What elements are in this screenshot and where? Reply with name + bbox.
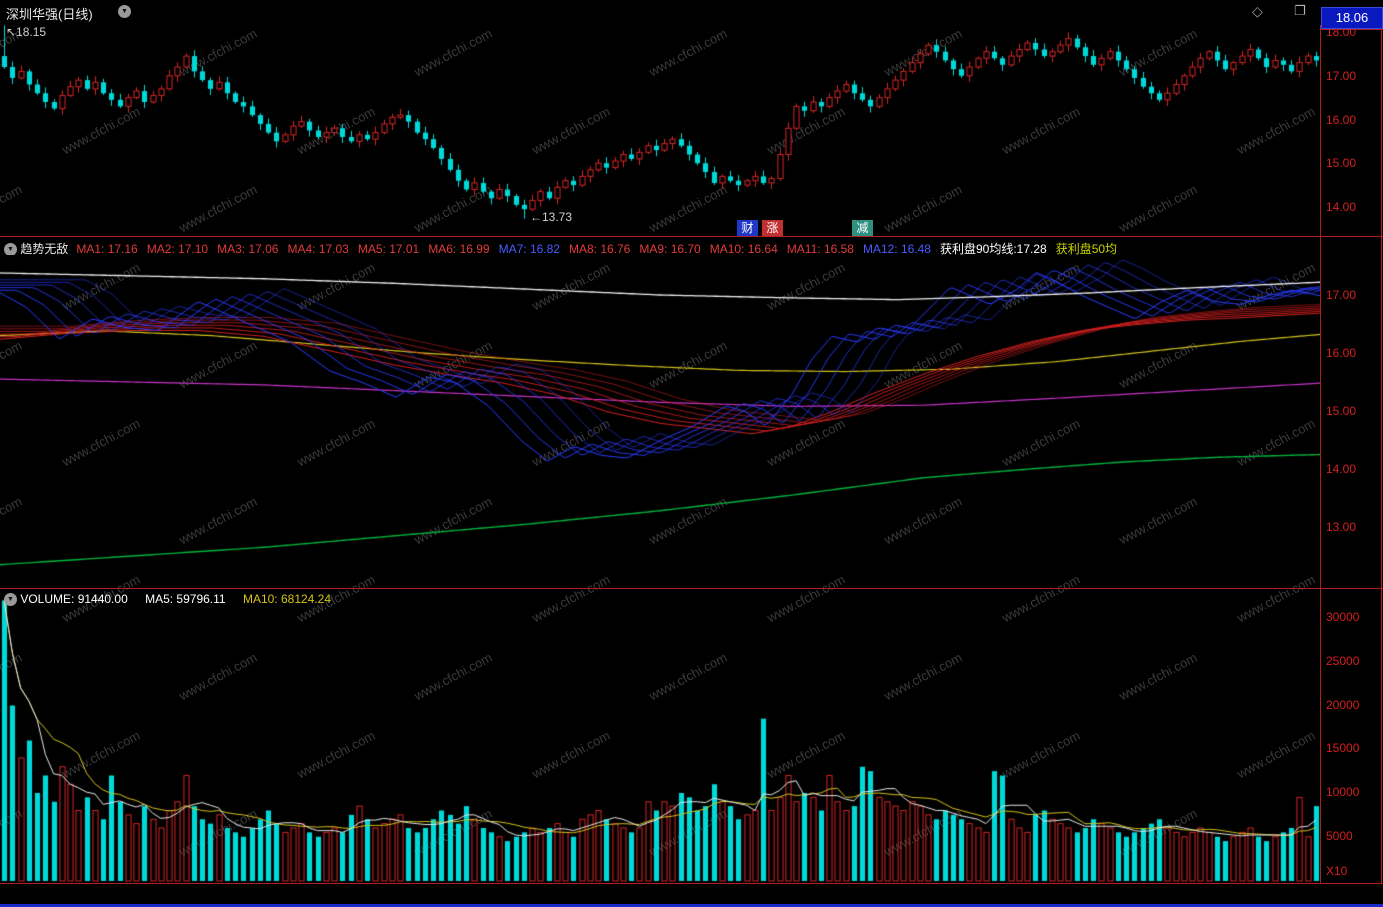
current-price-box: 18.06 [1321,7,1383,29]
quick-button-财[interactable]: 财 [737,220,758,236]
ma-label: MA7: 16.82 [498,242,560,255]
axis-tick-label: 14.00 [1326,462,1357,476]
profit50-label: 获利盘50均 [1055,242,1118,255]
axis-tick-label: 16.00 [1326,112,1357,127]
axis-tick-label: 5000 [1326,828,1353,843]
volume-ma5-label: MA5: 59796.11 [145,592,226,606]
high-annotation: ↖18.15 [6,25,47,39]
panel-divider-mid [0,588,1383,589]
axis-tick-label: 25000 [1326,653,1360,668]
timeline-bar[interactable]: 20 21/07/07/三 日线 891011121 [0,884,1383,904]
axis-tick-label: 15.00 [1326,156,1357,171]
volume-unit-label: X10 [1326,864,1348,878]
title-bar: 深圳华强(日线) ▼ ◇ ❐ [0,0,1383,24]
axis-top-border [1320,29,1383,30]
quick-button-涨[interactable]: 涨 [762,220,783,236]
ma-label: MA6: 16.99 [428,242,490,255]
panel-divider-top [0,236,1383,237]
candlestick-chart-canvas[interactable] [0,25,1320,236]
indicator-header: ▼ 趋势无敌 MA1: 17.16 MA2: 17.10 MA3: 17.06 MA4:… [4,240,1316,255]
axis-left-border [1320,25,1321,883]
ma-label: MA11: 16.58 [786,242,854,255]
indicator-collapse-icon[interactable]: ▼ [4,243,17,255]
stock-title: 深圳华强(日线) [6,7,93,22]
axis-right-border [1381,29,1382,883]
axis-tick-label: 15.00 [1326,404,1357,418]
volume-collapse-icon[interactable]: ▼ [4,593,17,607]
ma-label: MA4: 17.03 [287,242,349,255]
pages-icon[interactable]: ❐ [1294,3,1306,18]
ma-value-list: MA1: 17.16 MA2: 17.10 MA3: 17.06 MA4: 17.03… [76,242,940,255]
volume-value-label: VOLUME: 91440.00 [20,592,128,606]
axis-tick-label: 17.00 [1326,288,1357,302]
ma-label: MA2: 17.10 [146,242,209,255]
ma-label: MA1: 17.16 [76,242,138,255]
ma-label: MA10: 16.64 [709,242,778,255]
axis-tick-label: 17.00 [1326,68,1357,83]
ma-label: MA12: 16.48 [862,242,931,255]
axis-tick-label: 20000 [1326,697,1360,712]
axis-tick-label: 30000 [1326,610,1360,624]
diamond-icon[interactable]: ◇ [1252,3,1263,19]
axis-tick-label: 13.00 [1326,520,1357,534]
ma-label: MA3: 17.06 [217,242,279,255]
panel-divider-bottom [0,883,1383,884]
axis-tick-label: 10000 [1326,785,1360,799]
profit90-label: 获利盘90均线:17.28 [939,242,1047,255]
ma-label: MA9: 16.70 [639,242,701,255]
bottom-strip [0,904,1383,907]
ma-label: MA5: 17.01 [357,242,420,255]
quick-button-减[interactable]: 减 [852,220,873,236]
ma-label: MA8: 16.76 [568,242,631,255]
indicator-chart-canvas[interactable] [0,238,1320,588]
volume-chart-canvas[interactable] [0,590,1320,883]
title-dropdown-icon[interactable]: ▼ [118,5,131,18]
indicator-name: 趋势无敌 [20,242,69,255]
low-annotation: ←13.73 [530,210,573,224]
axis-tick-label: 15000 [1326,741,1360,756]
volume-ma10-label: MA10: 68124.24 [242,592,332,606]
volume-header: ▼ VOLUME: 91440.00 MA5: 59796.11 MA10: 6… [4,592,1316,607]
axis-tick-label: 14.00 [1326,200,1357,214]
axis-tick-label: 16.00 [1326,346,1357,360]
